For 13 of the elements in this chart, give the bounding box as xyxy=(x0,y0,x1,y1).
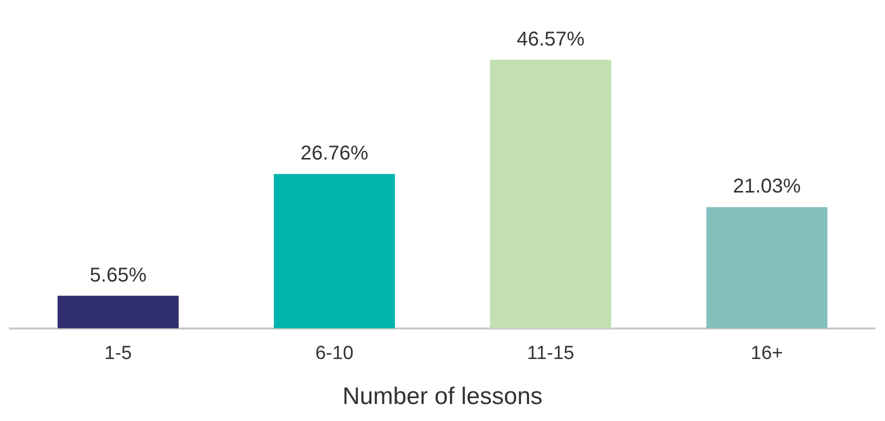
x-axis-title: Number of lessons xyxy=(342,383,543,410)
data-label: 26.76% xyxy=(300,142,368,165)
data-label: 46.57% xyxy=(516,28,585,50)
x-tick-label: 6-10 xyxy=(315,343,354,364)
x-tick-label: 16+ xyxy=(750,343,783,364)
x-tick-label: 11-15 xyxy=(527,343,574,364)
bar xyxy=(274,174,395,328)
bar xyxy=(58,296,179,328)
bar xyxy=(706,207,828,328)
data-label: 21.03% xyxy=(732,176,801,198)
bar xyxy=(490,60,612,328)
data-label: 5.65% xyxy=(90,264,147,286)
x-tick-label: 1-5 xyxy=(104,343,132,364)
